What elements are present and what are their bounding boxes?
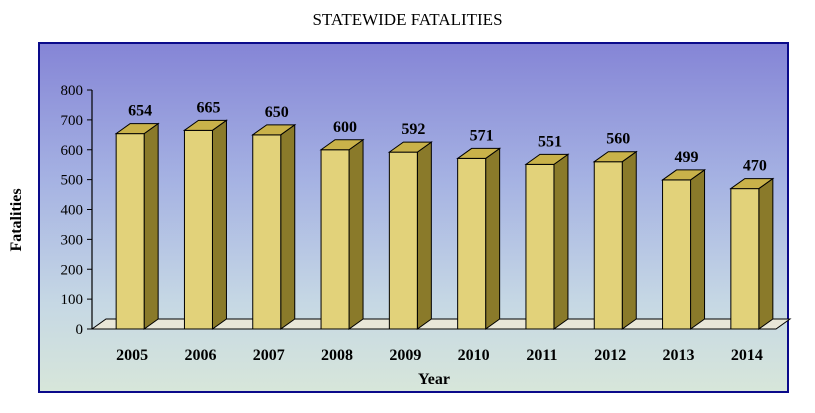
- x-tick-label: 2009: [389, 347, 421, 364]
- x-axis-title: Year: [418, 371, 450, 388]
- y-axis-title: Fatalities: [8, 188, 25, 251]
- bar: [593, 161, 623, 330]
- bar: [662, 179, 692, 330]
- data-label: 499: [675, 149, 699, 166]
- bar-side: [621, 150, 637, 330]
- bar-top: [387, 141, 433, 153]
- bar-top: [524, 153, 570, 165]
- data-label: 592: [401, 121, 425, 138]
- bar: [115, 133, 145, 330]
- x-tick-label: 2012: [594, 347, 626, 364]
- y-tick-label: 500: [61, 173, 84, 189]
- bar-side: [143, 122, 159, 330]
- data-label: 571: [470, 127, 494, 144]
- data-label: 600: [333, 119, 357, 136]
- data-label: 650: [265, 104, 289, 121]
- x-tick-label: 2011: [526, 347, 557, 364]
- bar: [183, 129, 213, 330]
- y-tick-label: 0: [76, 322, 84, 338]
- x-tick-label: 2007: [253, 347, 285, 364]
- bar-top: [729, 178, 775, 190]
- bar: [457, 157, 487, 330]
- bar-top: [114, 123, 160, 135]
- bar-top: [660, 169, 707, 181]
- bar-side: [758, 177, 774, 330]
- x-tick-label: 2013: [663, 347, 695, 364]
- y-tick-label: 600: [61, 143, 84, 159]
- bar: [320, 149, 350, 330]
- data-label: 665: [196, 99, 220, 116]
- y-tick-label: 800: [61, 83, 84, 99]
- x-tick-label: 2008: [321, 347, 353, 364]
- y-tick-label: 300: [61, 232, 84, 248]
- bar-side: [416, 141, 432, 330]
- bar-top: [182, 119, 229, 131]
- x-tick-label: 2014: [731, 347, 763, 364]
- bar: [388, 151, 418, 330]
- bar-top: [592, 151, 638, 163]
- bar: [730, 188, 760, 330]
- data-label: 470: [743, 158, 767, 175]
- y-tick-label: 400: [61, 203, 84, 219]
- data-label: 551: [538, 133, 562, 150]
- data-label: 560: [606, 131, 630, 148]
- bar-side: [485, 147, 501, 330]
- bar-side: [690, 168, 706, 330]
- bar: [252, 134, 282, 330]
- x-tick-label: 2006: [184, 347, 216, 364]
- x-tick-label: 2010: [458, 347, 490, 364]
- bar-side: [348, 138, 364, 330]
- chart-title: STATEWIDE FATALITIES: [312, 10, 503, 29]
- bar-top: [456, 147, 502, 159]
- bar-side: [553, 153, 569, 330]
- bar-side: [280, 123, 296, 330]
- bar: [525, 163, 555, 330]
- x-tick-label: 2005: [116, 347, 148, 364]
- y-tick-label: 100: [61, 292, 84, 308]
- bar-top: [319, 139, 365, 151]
- data-label: 654: [128, 103, 152, 120]
- y-tick-label: 200: [61, 262, 84, 278]
- bar-top: [251, 124, 297, 136]
- y-tick-label: 700: [61, 113, 84, 129]
- bar-side: [211, 119, 227, 330]
